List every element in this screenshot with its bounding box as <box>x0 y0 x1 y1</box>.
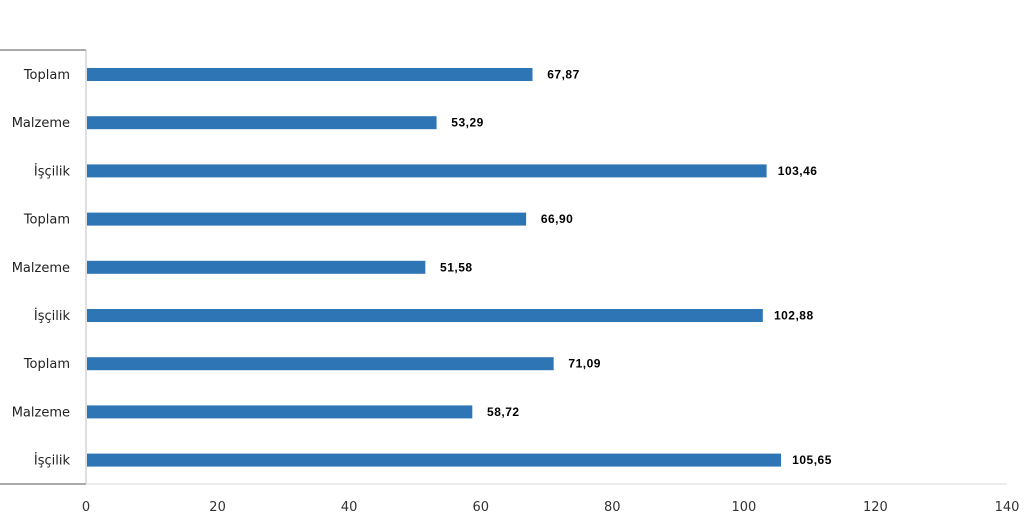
data-label: 51,58 <box>440 260 473 274</box>
category-label: Toplam <box>23 68 70 83</box>
category-label: İşçilik <box>34 453 71 469</box>
x-tick-label: 140 <box>995 500 1020 515</box>
data-label: 71,09 <box>568 357 601 371</box>
data-label: 105,65 <box>792 453 832 467</box>
category-label: Malzeme <box>12 261 70 276</box>
x-tick-labels: 0 20 40 60 80 100 120 140 <box>82 500 1020 515</box>
bar <box>87 405 473 419</box>
chart-axes <box>0 49 1007 485</box>
x-tick-label: 0 <box>82 500 90 515</box>
bar <box>87 68 533 81</box>
x-tick-label: 60 <box>472 500 489 515</box>
bar <box>87 309 763 322</box>
category-labels: Toplam Malzeme İşçilik Toplam Malzeme İşçilik… <box>12 68 71 469</box>
category-label: İşçilik <box>34 308 71 324</box>
bar <box>87 212 527 226</box>
category-label: Toplam <box>23 213 70 228</box>
data-label: 103,46 <box>778 164 818 178</box>
bar <box>87 357 554 371</box>
data-label: 67,87 <box>547 68 580 82</box>
data-label: 53,29 <box>451 116 484 130</box>
bar <box>87 164 767 178</box>
data-label: 58,72 <box>487 405 520 419</box>
bar <box>87 116 437 130</box>
category-label: Malzeme <box>12 405 70 420</box>
bar <box>87 453 782 467</box>
x-tick-label: 120 <box>863 500 888 515</box>
x-tick-label: 80 <box>604 500 621 515</box>
chart-bars <box>87 68 782 467</box>
x-tick-label: 40 <box>341 500 358 515</box>
x-tick-label: 100 <box>731 500 756 515</box>
bar <box>87 260 426 274</box>
category-label: Toplam <box>23 357 70 372</box>
data-label: 102,88 <box>774 309 814 323</box>
category-label: Malzeme <box>12 116 70 131</box>
category-label: İşçilik <box>34 163 71 179</box>
x-tick-label: 20 <box>209 500 226 515</box>
value-labels: 67,87 53,29 103,46 66,90 51,58 102,88 71,09 58,… <box>440 68 832 468</box>
data-label: 66,90 <box>541 212 574 226</box>
